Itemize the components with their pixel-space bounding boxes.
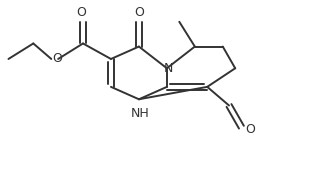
Text: NH: NH: [131, 107, 150, 120]
Text: O: O: [76, 6, 86, 19]
Text: N: N: [164, 62, 173, 75]
Text: O: O: [53, 52, 62, 66]
Text: O: O: [245, 123, 255, 136]
Text: O: O: [134, 6, 144, 19]
